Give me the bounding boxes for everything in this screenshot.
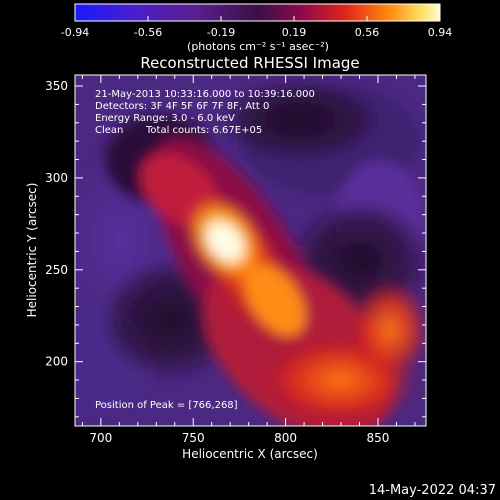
y-tick-label: 350 [45, 79, 68, 93]
annotation-detectors: Detectors: 3F 4F 5F 6F 7F 8F, Att 0 [95, 101, 269, 112]
x-tick-label: 850 [367, 431, 390, 445]
x-axis-ticks [81, 75, 416, 426]
colorbar-tick-label: -0.94 [61, 26, 89, 39]
x-axis-tick-labels: 700 750 800 850 [89, 431, 389, 445]
footer-date: 14-May-2022 04:37 [369, 483, 496, 498]
x-axis-label: Heliocentric X (arcsec) [182, 447, 318, 461]
colorbar-tick-label: 0.56 [355, 26, 380, 39]
colorbar-ticks [74, 16, 441, 21]
plot-title: Reconstructed RHESSI Image [140, 54, 359, 72]
y-tick-label: 250 [45, 263, 68, 277]
annotation-counts: Total counts: 6.67E+05 [145, 125, 262, 136]
x-tick-label: 700 [89, 431, 112, 445]
plot-frame [74, 74, 427, 427]
colorbar [74, 3, 441, 22]
colorbar-tick-label: -0.19 [207, 26, 235, 39]
annotation-method: Clean [95, 125, 123, 136]
y-axis-tick-labels: 200 250 300 350 [45, 79, 68, 369]
x-tick-label: 750 [182, 431, 205, 445]
colorbar-tick-label: 0.19 [282, 26, 307, 39]
annotation-peak: Position of Peak = [766,268] [95, 400, 238, 411]
y-tick-label: 300 [45, 171, 68, 185]
x-tick-label: 800 [274, 431, 297, 445]
y-axis-label: Heliocentric Y (arcsec) [25, 183, 39, 318]
colorbar-tick-label: 0.94 [428, 26, 453, 39]
y-tick-label: 200 [45, 355, 68, 369]
colorbar-tick-labels: -0.94 -0.56 -0.19 0.19 0.56 0.94 [61, 26, 452, 39]
annotation-energy: Energy Range: 3.0 - 6.0 keV [95, 113, 235, 124]
colorbar-units: (photons cm⁻² s⁻¹ asec⁻²) [187, 40, 329, 53]
y-axis-ticks [75, 85, 426, 418]
rhessi-image [75, 75, 426, 426]
colorbar-tick-label: -0.56 [134, 26, 162, 39]
annotation-time-range: 21-May-2013 10:33:16.000 to 10:39:16.000 [95, 89, 315, 100]
